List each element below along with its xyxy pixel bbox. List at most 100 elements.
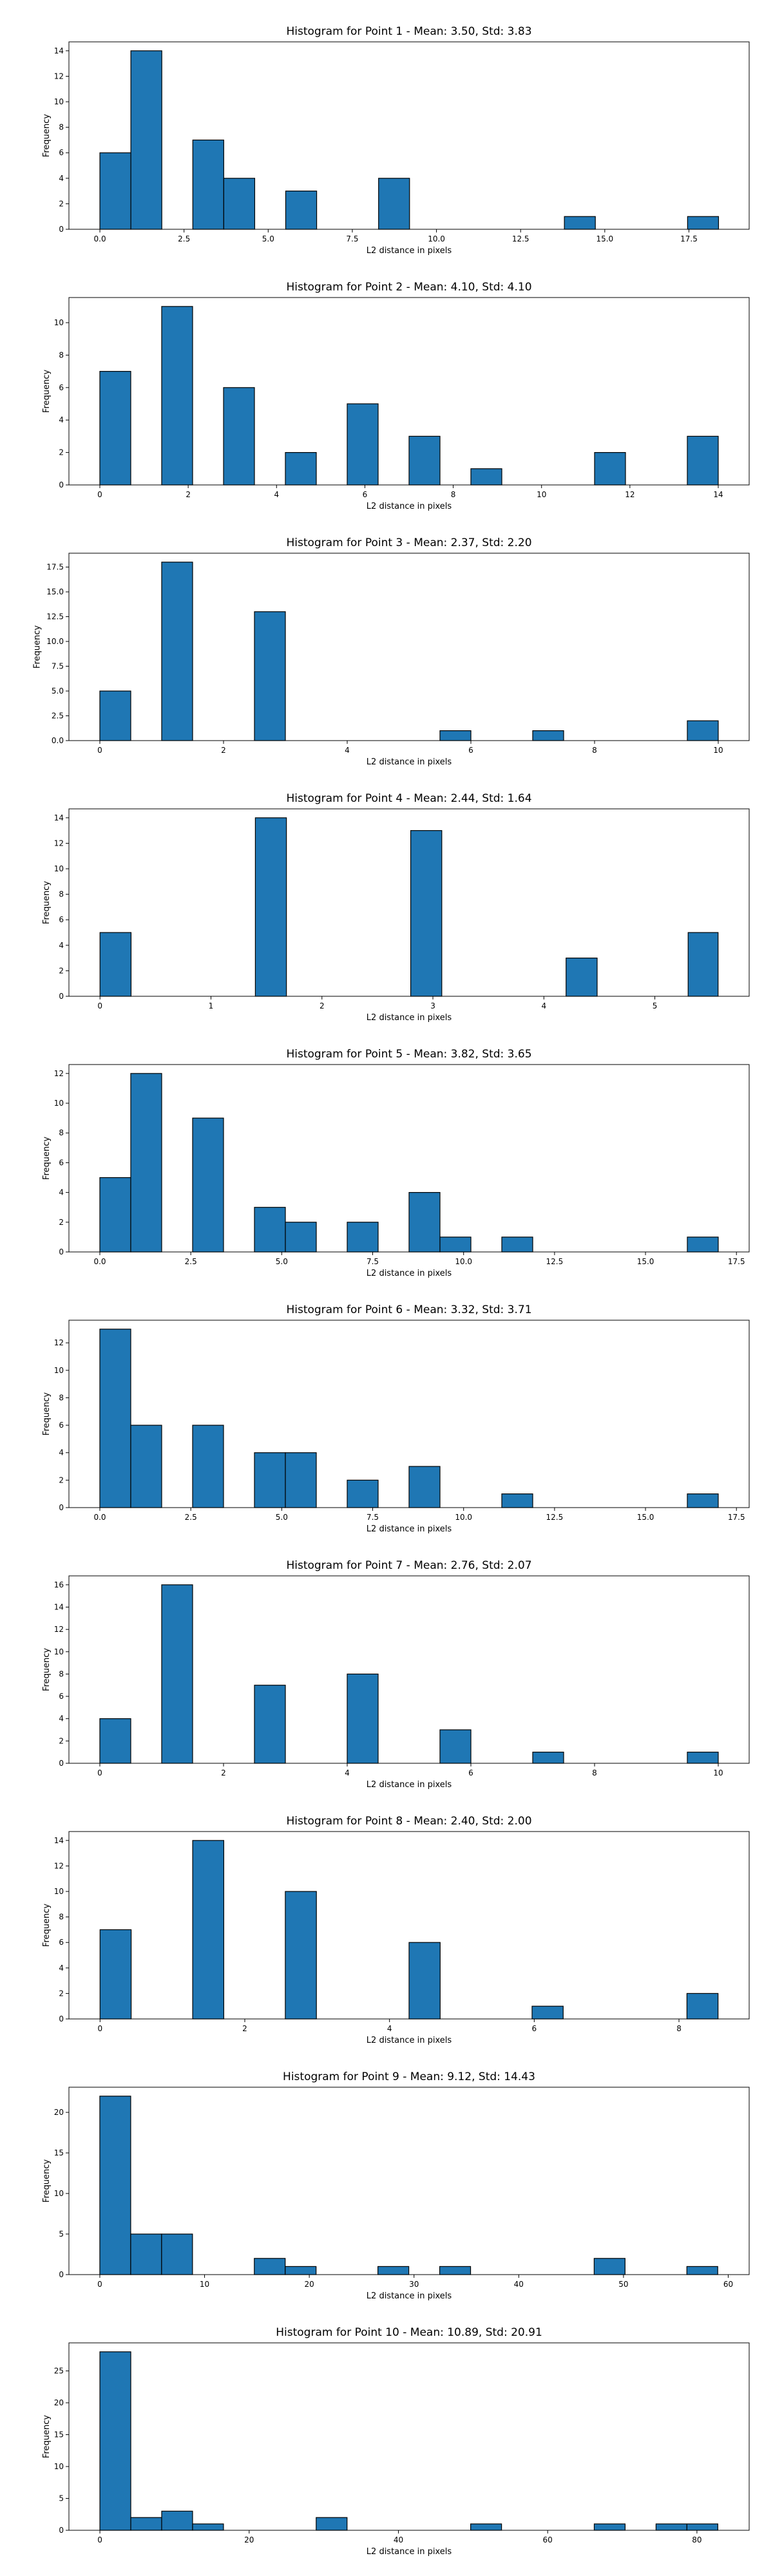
chart-6: Histogram for Point 6 - Mean: 3.32, Std:… [42,1303,750,1534]
histogram-bar [223,178,256,230]
y-tick-label: 14 [54,46,64,55]
chart-3: Histogram for Point 3 - Mean: 2.37, Std:… [32,536,750,767]
histogram-bar [687,1236,719,1253]
y-tick-label: 12 [54,1625,64,1634]
x-tick-label: 6 [532,2024,537,2033]
y-tick-label: 4 [59,941,64,950]
chart-title: Histogram for Point 10 - Mean: 10.89, St… [276,2326,542,2339]
y-tick-label: 25 [54,2367,64,2376]
histogram-bar [285,191,318,230]
histogram-bar [254,1452,286,1508]
x-tick-label: 40 [514,2280,524,2289]
x-tick-label: 10.0 [455,1513,472,1522]
y-tick-label: 14 [54,1836,64,1845]
x-tick-label: 12.5 [546,1513,564,1522]
chart-title: Histogram for Point 2 - Mean: 4.10, Std:… [286,281,531,294]
histogram-bar [532,1752,564,1764]
y-tick-label: 0 [59,1759,64,1768]
histogram-bar [532,730,564,741]
x-tick-label: 7.5 [346,234,358,243]
y-tick-label: 2 [59,1736,64,1745]
plot-frame [68,1064,750,1253]
histogram-bar [408,1942,441,2020]
y-tick-label: 2 [59,1218,64,1227]
y-tick-label: 20 [54,2398,64,2407]
plot-frame [68,2087,750,2275]
x-tick-label: 5 [653,1001,658,1010]
x-tick-label: 6 [363,490,368,499]
x-axis-label: L2 distance in pixels [367,1013,452,1023]
histogram-bar [99,152,131,230]
histogram-bar [531,2005,564,2020]
histogram-bar [687,435,719,486]
y-axis-label: Frequency [42,1648,52,1691]
histogram-bar [687,216,720,230]
y-tick-label: 8 [59,1913,64,1922]
histogram-bar [99,1329,131,1508]
x-tick-label: 10 [713,1768,723,1777]
histogram-bar [687,932,719,997]
x-axis-label: L2 distance in pixels [367,2036,452,2045]
x-tick-label: 8 [592,1768,597,1777]
plot-frame [68,297,750,486]
chart-7: Histogram for Point 7 - Mean: 2.76, Std:… [42,1559,750,1790]
histogram-bar [408,1466,441,1508]
histogram-bar [566,958,598,997]
x-tick-label: 0 [97,2535,102,2544]
x-tick-label: 14 [713,490,723,499]
x-tick-label: 10.0 [428,234,445,243]
y-tick-label: 10 [54,97,64,106]
y-tick-label: 14 [54,1603,64,1612]
x-tick-label: 0 [97,1001,102,1010]
x-tick-label: 2.5 [185,1257,197,1266]
histogram-bar [192,139,224,230]
y-tick-label: 2 [59,199,64,208]
y-tick-label: 16 [54,1580,64,1589]
y-tick-label: 8 [59,350,64,359]
histogram-bar [347,1222,379,1253]
histogram-bar [347,1479,379,1508]
y-tick-label: 15 [54,2430,64,2439]
x-tick-label: 60 [723,2280,733,2289]
x-tick-label: 5.0 [276,1257,288,1266]
histogram-bar [223,387,255,486]
x-tick-label: 2 [221,1768,226,1777]
y-axis-label: Frequency [42,370,52,413]
y-axis-label: Frequency [42,1904,52,1947]
x-tick-label: 4 [541,1001,546,1010]
histogram-bar [408,435,441,486]
chart-4: Histogram for Point 4 - Mean: 2.44, Std:… [42,792,750,1023]
y-tick-label: 2 [59,1989,64,1998]
y-tick-label: 0 [59,480,64,489]
histogram-bar [130,50,162,230]
y-axis-label: Frequency [42,2415,52,2458]
x-tick-label: 10 [537,490,546,499]
x-tick-label: 0 [97,2024,102,2033]
histogram-bar [686,2523,718,2531]
y-tick-label: 15.0 [46,587,64,596]
histogram-bar [99,690,131,741]
y-tick-label: 4 [59,174,64,183]
x-tick-label: 2 [242,2024,247,2033]
x-tick-label: 7.5 [367,1257,379,1266]
x-axis-label: L2 distance in pixels [367,1780,452,1790]
x-axis-label: L2 distance in pixels [367,502,452,511]
x-tick-label: 2.5 [185,1513,197,1522]
y-tick-label: 4 [59,1714,64,1723]
x-axis-label: L2 distance in pixels [367,246,452,256]
histogram-bar [439,1729,472,1764]
histogram-bar [377,2266,410,2275]
y-tick-label: 12 [54,838,64,848]
x-axis-label: L2 distance in pixels [367,2547,452,2557]
histogram-bar [347,403,379,486]
y-tick-label: 8 [59,1393,64,1402]
histogram-bar [130,1073,162,1253]
x-tick-label: 12.5 [546,1257,564,1266]
x-tick-label: 6 [468,1768,473,1777]
x-tick-label: 4 [387,2024,392,2033]
x-tick-label: 20 [304,2280,314,2289]
x-tick-label: 40 [394,2535,403,2544]
histogram-bar [254,817,287,997]
x-axis-label: L2 distance in pixels [367,1524,452,1534]
histogram-bar [254,1685,286,1764]
